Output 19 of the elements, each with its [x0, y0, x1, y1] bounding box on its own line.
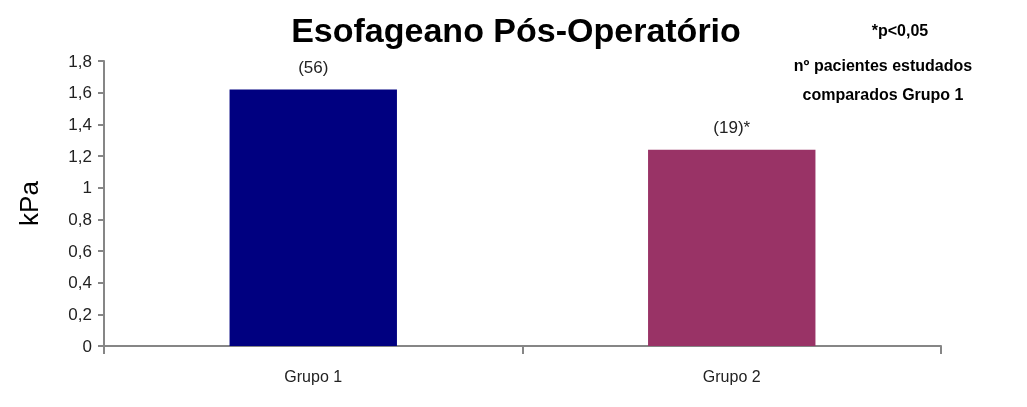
- chart-title: Esofageano Pós-Operatório: [291, 11, 741, 49]
- y-tick-label: 1,2: [68, 146, 92, 166]
- y-tick-label: 0,4: [68, 273, 92, 293]
- y-tick-label: 0: [82, 336, 92, 356]
- y-tick-label: 0,2: [68, 304, 92, 324]
- y-tick-label: 0,6: [68, 241, 92, 261]
- y-tick-label: 1,4: [68, 114, 92, 134]
- y-tick-label: 1: [82, 178, 92, 198]
- annotation: comparados Grupo 1: [802, 85, 964, 103]
- text: *p<0,05: [871, 21, 929, 39]
- y-tick-label: 1,8: [68, 51, 92, 71]
- x-tick-label: Grupo 2: [702, 367, 761, 385]
- annotation: nº pacientes estudados: [793, 56, 973, 74]
- annotation: (19)*: [713, 118, 751, 138]
- y-tick-label: 0,8: [68, 209, 92, 229]
- y-tick-label: 1,6: [68, 83, 92, 103]
- annotation: (56): [298, 58, 329, 77]
- y-axis-title: kPa: [14, 180, 44, 226]
- x-tick-label: Grupo 1: [284, 367, 343, 385]
